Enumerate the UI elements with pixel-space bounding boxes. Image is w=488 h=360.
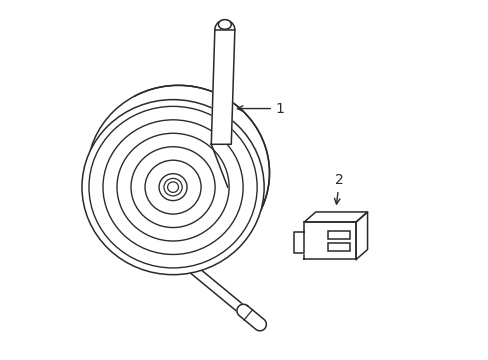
Polygon shape	[186, 86, 269, 274]
Polygon shape	[181, 258, 254, 321]
Polygon shape	[294, 232, 304, 253]
Ellipse shape	[87, 85, 269, 260]
Polygon shape	[237, 304, 266, 331]
Ellipse shape	[82, 100, 264, 275]
Polygon shape	[211, 30, 234, 144]
Polygon shape	[355, 212, 367, 260]
Polygon shape	[304, 212, 367, 222]
Ellipse shape	[218, 20, 231, 29]
Bar	[328, 231, 349, 239]
Text: 1: 1	[237, 102, 284, 116]
Text: 2: 2	[334, 173, 343, 204]
Polygon shape	[214, 20, 234, 30]
Polygon shape	[304, 222, 355, 260]
Bar	[328, 243, 349, 251]
Polygon shape	[129, 85, 192, 110]
